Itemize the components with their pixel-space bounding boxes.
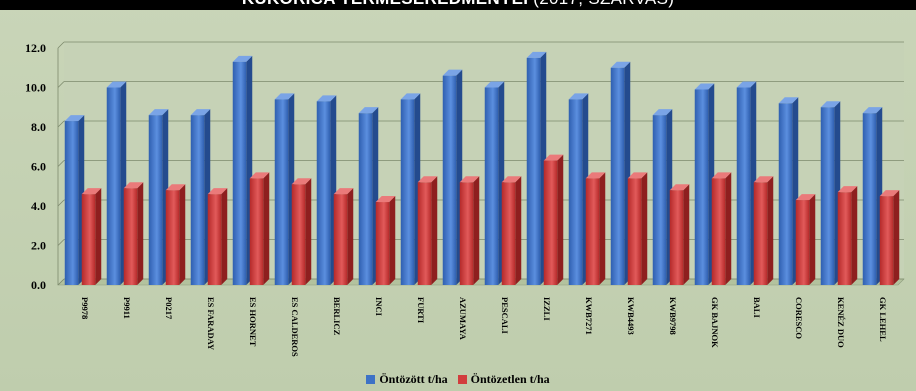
legend-item-irrigated: Öntözött t/ha [366,372,448,387]
x-tick-label: P0217 [164,297,174,320]
x-tick-label: KWB9798 [668,297,678,335]
bar-non-irrigated [207,188,228,285]
gridline-diagonal [57,160,65,167]
x-tick-label: KWB4493 [626,297,636,335]
gridline-diagonal [57,278,65,286]
bar-non-irrigated [165,184,186,285]
legend-label-irrigated: Öntözött t/ha [379,372,448,386]
bar-irrigated [610,61,631,285]
bar-irrigated [778,97,799,285]
x-tick-label: AZUMAYA [458,297,468,341]
bar-irrigated [694,83,715,285]
gridline-diagonal [57,239,65,246]
gridline-diagonal [57,120,65,128]
x-tick-label: CORESCO [794,297,804,339]
x-tick-label: GK LEHEL [878,297,888,342]
bar-irrigated [148,109,169,286]
x-tick-label: KENÉZ DUO [836,297,846,348]
chart-title: KUKORICA TERMÉSEREDMÉNYEI (2017, SZARVAS… [0,0,916,9]
chart-title-main: KUKORICA TERMÉSEREDMÉNYEI [242,0,528,8]
x-tick-label: KWB7271 [584,297,594,335]
bar-non-irrigated [417,176,438,285]
bar-irrigated [526,51,547,285]
bar-non-irrigated [753,176,774,285]
bar-non-irrigated [711,172,732,285]
legend-swatch-irrigated [366,375,376,384]
bar-irrigated [400,93,421,285]
bar-non-irrigated [459,176,480,285]
title-bar: KUKORICA TERMÉSEREDMÉNYEI (2017, SZARVAS… [0,0,916,10]
legend-label-non-irrigated: Öntözetlen t/ha [470,372,550,386]
bar-non-irrigated [669,184,690,285]
bar-irrigated [358,107,379,285]
x-tick-label: IZZLI [542,297,552,321]
gridline-diagonal [57,199,65,207]
x-tick-label: ES CALDEROS [290,297,300,357]
x-tick-label: ES HORNET [248,297,258,347]
bar-non-irrigated [837,186,858,285]
y-tick-label: 0.0 [31,278,46,292]
bar-non-irrigated [291,178,312,285]
x-tick-label: BALI [752,297,762,318]
bar-non-irrigated [81,188,102,285]
gridline-diagonal [57,41,65,49]
bar-irrigated [484,81,505,285]
gridline-diagonal [57,81,65,88]
x-tick-label: FURTI [416,297,426,324]
bar-non-irrigated [795,194,816,285]
bar-irrigated [274,93,295,285]
bar-non-irrigated [333,188,354,285]
x-tick-label: GK BAJNOK [710,297,720,348]
y-tick-label: 2.0 [31,239,46,253]
bar-non-irrigated [123,182,144,285]
bar-irrigated [442,69,463,286]
x-tick-label: BERLICZ [332,297,342,336]
bar-irrigated [190,109,211,286]
bar-non-irrigated [585,172,606,285]
bar-irrigated [64,115,85,285]
bar-irrigated [568,93,589,285]
bar-irrigated [862,107,883,285]
bar-irrigated [106,81,127,285]
x-tick-label: P9911 [122,297,132,319]
bar-irrigated [652,109,673,286]
chart-legend: Öntözött t/ha Öntözetlen t/ha [0,372,916,387]
bar-non-irrigated [627,172,648,285]
x-tick-label: PESCALI [500,297,510,335]
bar-irrigated [736,81,757,285]
bar-irrigated [820,101,841,285]
x-tick-label: INCI [374,297,384,317]
bar-non-irrigated [501,176,522,285]
legend-item-non-irrigated: Öntözetlen t/ha [457,372,550,387]
bar-irrigated [232,55,253,286]
legend-swatch-non-irrigated [457,375,467,384]
bar-irrigated [316,95,337,285]
bar-non-irrigated [249,172,270,285]
chart-title-year: (2017, SZARVAS) [533,0,674,8]
y-tick-label: 8.0 [31,120,46,134]
x-tick-label: P9978 [80,297,90,319]
x-tick-label: ES FARADAY [206,297,216,350]
bar-non-irrigated [543,154,564,285]
bar-non-irrigated [375,196,396,285]
y-tick-label: 4.0 [31,199,46,213]
y-tick-label: 6.0 [31,160,46,174]
bar-non-irrigated [879,190,900,285]
y-tick-label: 12.0 [25,41,46,55]
plot-floor [57,278,905,286]
y-tick-label: 10.0 [25,81,46,95]
